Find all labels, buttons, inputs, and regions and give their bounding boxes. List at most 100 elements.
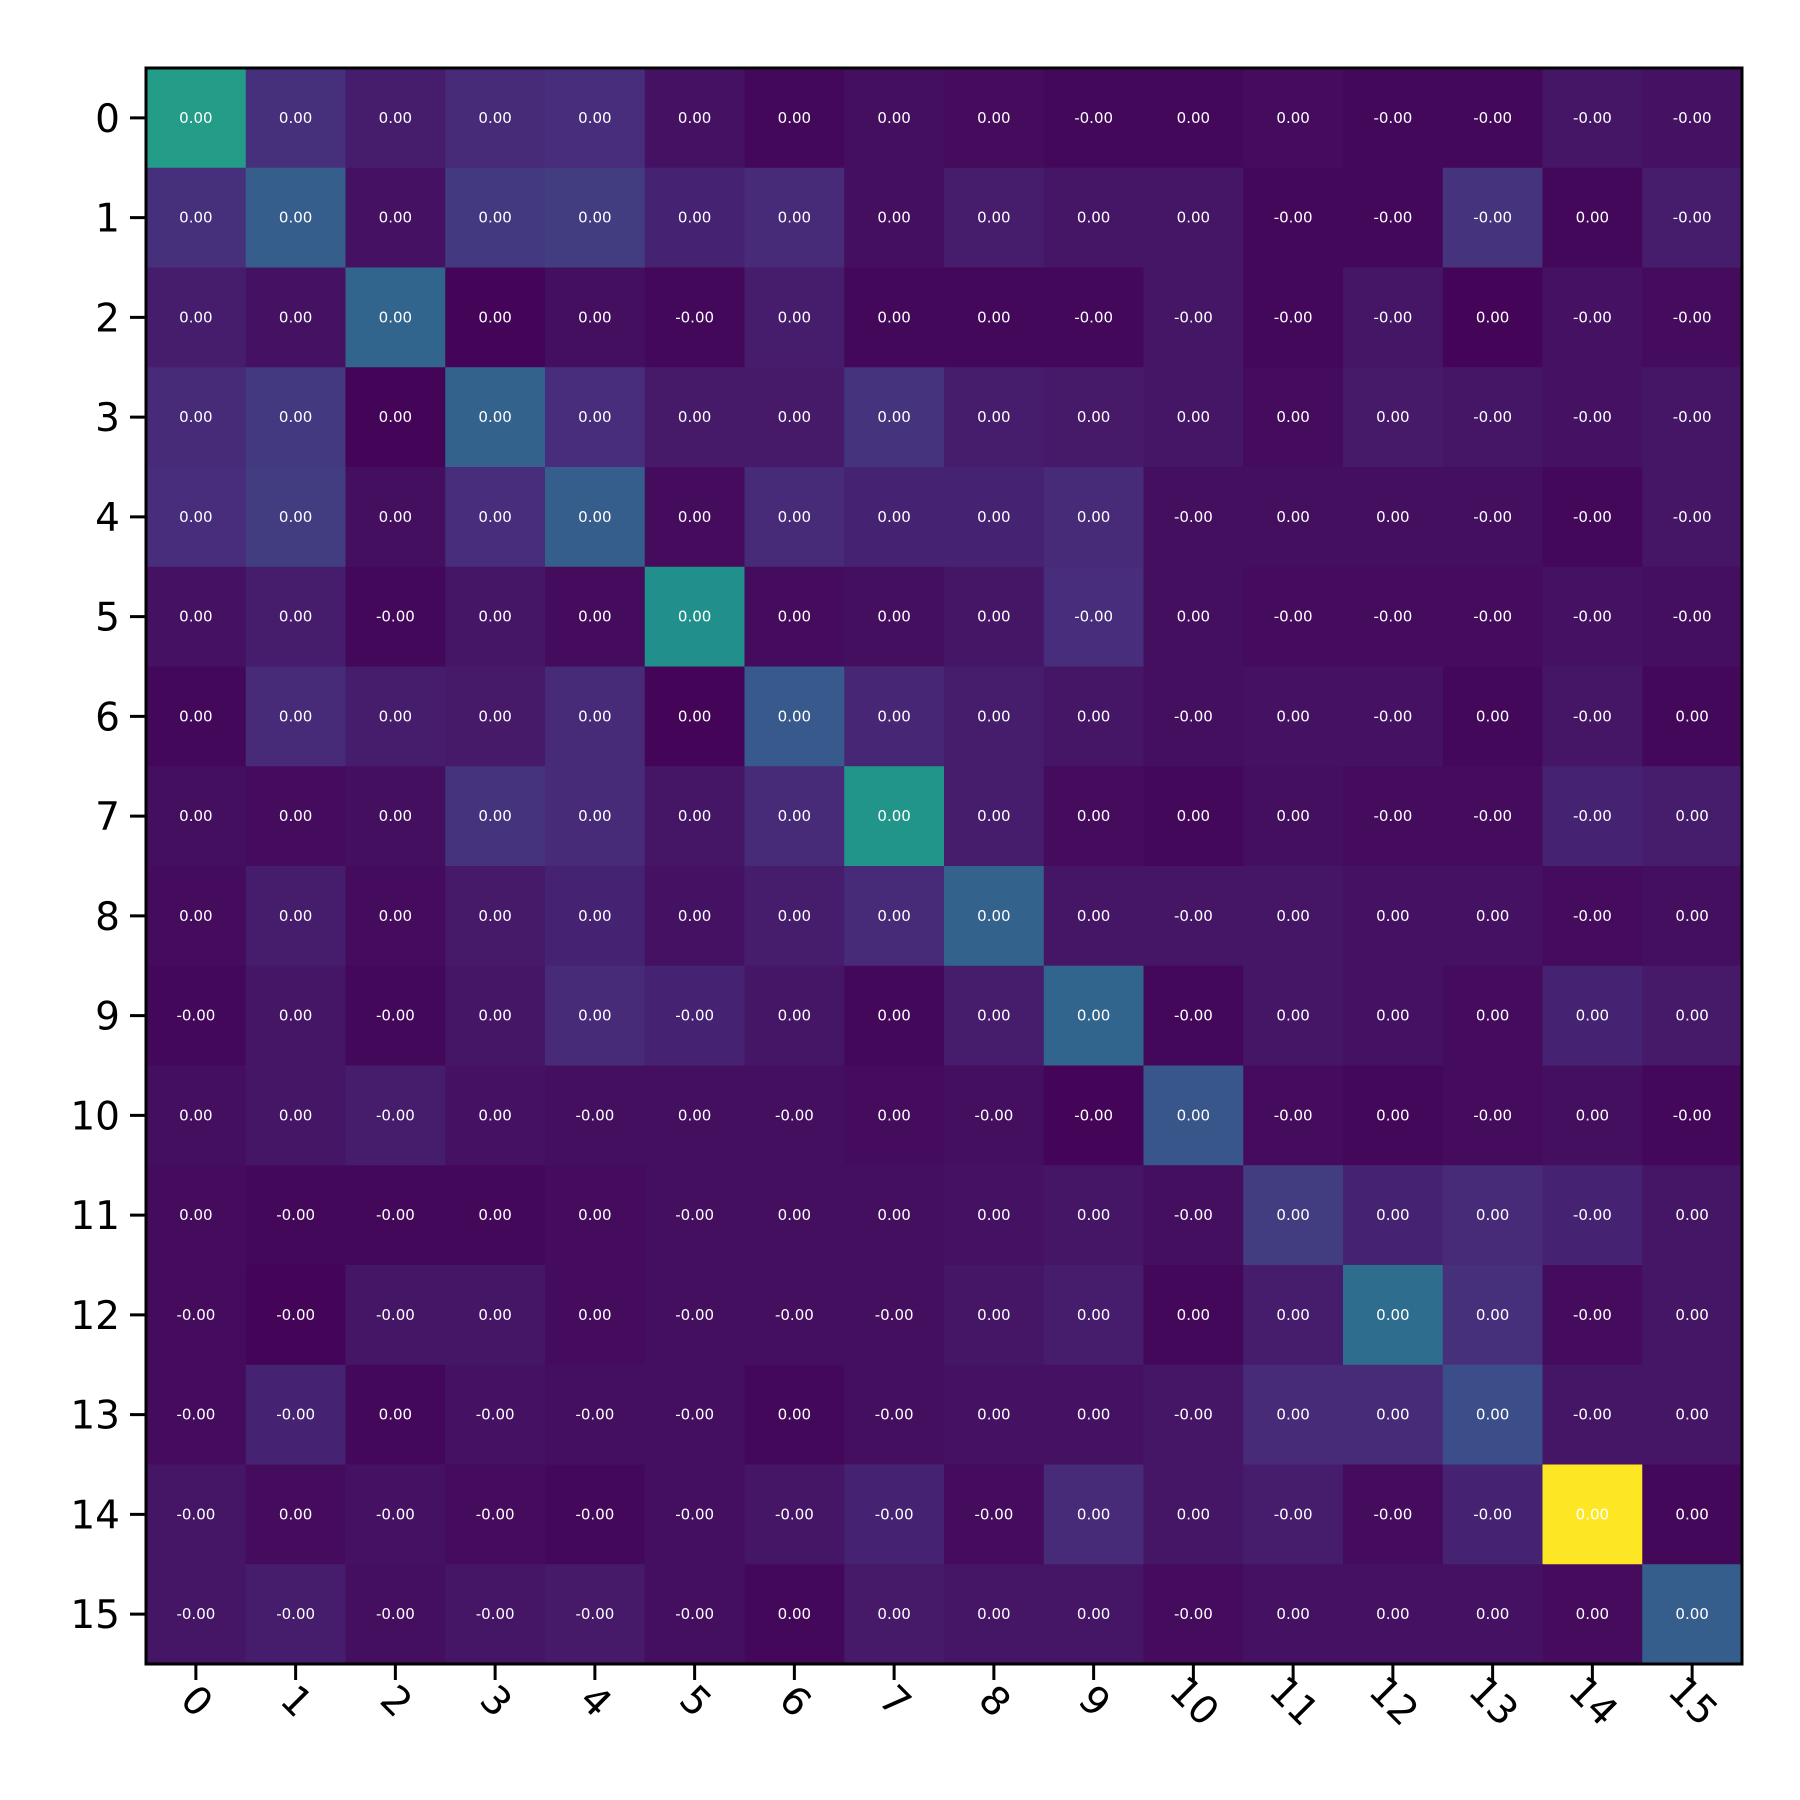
cell-value-label: 0.00 — [379, 807, 412, 825]
cell-value-label: -0.00 — [675, 1605, 714, 1623]
heatmap-cell-10-8 — [944, 1065, 1045, 1166]
cell-value-label: 0.00 — [977, 1605, 1010, 1623]
cell-value-label: 0.00 — [778, 109, 811, 127]
heatmap-cell-4-1 — [245, 467, 347, 568]
heatmap-cell-3-9 — [1043, 367, 1145, 468]
cell-value-label: 0.00 — [1077, 209, 1110, 227]
y-tick-label: 10 — [70, 1094, 120, 1139]
cell-value-label: -0.00 — [1473, 209, 1512, 227]
cell-value-label: 0.00 — [1177, 1106, 1210, 1124]
cell-value-label: -0.00 — [1573, 508, 1612, 526]
heatmap-cell-14-5 — [644, 1464, 746, 1565]
cell-value-label: -0.00 — [1573, 608, 1612, 626]
heatmap-cell-13-4 — [545, 1364, 646, 1466]
heatmap-cell-14-1 — [245, 1464, 347, 1565]
heatmap-cell-2-8 — [944, 267, 1045, 368]
heatmap-cell-9-7 — [844, 965, 945, 1067]
cell-value-label: 0.00 — [977, 608, 1010, 626]
heatmap-cell-3-13 — [1442, 367, 1544, 468]
heatmap-cell-0-0 — [146, 68, 247, 169]
heatmap-cell-1-1 — [245, 167, 347, 269]
heatmap-cell-14-2 — [345, 1464, 446, 1565]
cell-value-label: -0.00 — [476, 1406, 515, 1424]
heatmap-cell-15-2 — [345, 1564, 446, 1665]
heatmap-cell-14-9 — [1043, 1464, 1145, 1565]
y-tick-label: 11 — [70, 1194, 120, 1239]
heatmap-cell-5-3 — [445, 566, 546, 668]
heatmap-cell-3-5 — [644, 367, 746, 468]
cell-value-label: 0.00 — [1077, 1206, 1110, 1224]
heatmap-cell-2-12 — [1343, 267, 1444, 368]
heatmap-cell-12-0 — [146, 1265, 247, 1366]
heatmap-cell-9-8 — [944, 965, 1045, 1067]
cell-value-label: 0.00 — [478, 608, 511, 626]
heatmap-cell-0-9 — [1043, 68, 1145, 169]
plot-frame — [144, 66, 1744, 1666]
cell-value-label: 0.00 — [977, 707, 1010, 725]
cell-value-label: 0.00 — [279, 508, 312, 526]
x-tick-label: 4 — [571, 1677, 620, 1726]
cell-value-label: 0.00 — [1476, 1007, 1509, 1025]
cell-value-label: -0.00 — [376, 1306, 415, 1324]
cell-value-label: 0.00 — [877, 707, 910, 725]
heatmap-cell-6-2 — [345, 666, 446, 767]
heatmap-cell-15-13 — [1442, 1564, 1544, 1665]
heatmap-cell-6-8 — [944, 666, 1045, 767]
cell-value-label: -0.00 — [1373, 209, 1412, 227]
heatmap-cell-9-3 — [445, 965, 546, 1067]
cell-value-label: 0.00 — [977, 209, 1010, 227]
heatmap-cell-2-6 — [744, 267, 845, 368]
cell-value-label: 0.00 — [279, 907, 312, 925]
cell-value-label: -0.00 — [675, 1007, 714, 1025]
heatmap-cell-10-5 — [644, 1065, 746, 1166]
heatmap-cell-6-3 — [445, 666, 546, 767]
x-axis: 0 1 2 3 4 5 6 7 8 9 10 11 12 13 14 15 — [172, 1664, 1726, 1735]
cell-value-label: -0.00 — [575, 1505, 614, 1523]
cell-value-label: 0.00 — [1177, 209, 1210, 227]
heatmap-cell-4-12 — [1343, 467, 1444, 568]
heatmap-cell-10-11 — [1243, 1065, 1344, 1166]
heatmap-cell-12-1 — [245, 1265, 347, 1366]
heatmap-cells — [146, 68, 1743, 1665]
heatmap-cell-7-13 — [1442, 766, 1544, 867]
x-tick-label: 11 — [1260, 1668, 1327, 1735]
cell-value-label: -0.00 — [1274, 608, 1313, 626]
cell-value-label: 0.00 — [279, 109, 312, 127]
cell-value-label: -0.00 — [1174, 1406, 1213, 1424]
heatmap-cell-11-1 — [245, 1165, 347, 1266]
cell-value-label: -0.00 — [1673, 209, 1712, 227]
cell-value-label: 0.00 — [279, 1007, 312, 1025]
cell-value-label: 0.00 — [179, 1106, 212, 1124]
heatmap-cell-13-7 — [844, 1364, 945, 1466]
y-tick-label: 13 — [70, 1394, 120, 1439]
cell-value-label: -0.00 — [176, 1306, 215, 1324]
cell-value-label: 0.00 — [778, 907, 811, 925]
heatmap-cell-5-9 — [1043, 566, 1145, 668]
heatmap-cell-11-7 — [844, 1165, 945, 1266]
heatmap-cell-2-3 — [445, 267, 546, 368]
heatmap-cell-5-12 — [1343, 566, 1444, 668]
cell-value-label: -0.00 — [1473, 608, 1512, 626]
cell-value-label: 0.00 — [778, 608, 811, 626]
heatmap-cell-8-7 — [844, 866, 945, 967]
heatmap-cell-5-14 — [1542, 566, 1643, 668]
heatmap-cell-3-7 — [844, 367, 945, 468]
cell-value-label: 0.00 — [179, 1206, 212, 1224]
heatmap-cell-13-10 — [1143, 1364, 1244, 1466]
heatmap-cell-9-0 — [146, 965, 247, 1067]
heatmap-cell-8-3 — [445, 866, 546, 967]
heatmap-cell-1-2 — [345, 167, 446, 269]
cell-value-label: 0.00 — [1576, 1106, 1609, 1124]
cell-value-label: 0.00 — [977, 1007, 1010, 1025]
heatmap-cell-1-0 — [146, 167, 247, 269]
cell-value-label: -0.00 — [974, 1106, 1013, 1124]
heatmap-cell-7-11 — [1243, 766, 1344, 867]
heatmap-cell-3-6 — [744, 367, 845, 468]
cell-value-label: 0.00 — [1276, 408, 1309, 426]
heatmap-cell-4-7 — [844, 467, 945, 568]
heatmap-cell-1-6 — [744, 167, 845, 269]
heatmap-cell-0-3 — [445, 68, 546, 169]
cell-value-label: 0.00 — [1675, 1206, 1708, 1224]
cell-value-label: 0.00 — [179, 907, 212, 925]
heatmap-cell-13-14 — [1542, 1364, 1643, 1466]
